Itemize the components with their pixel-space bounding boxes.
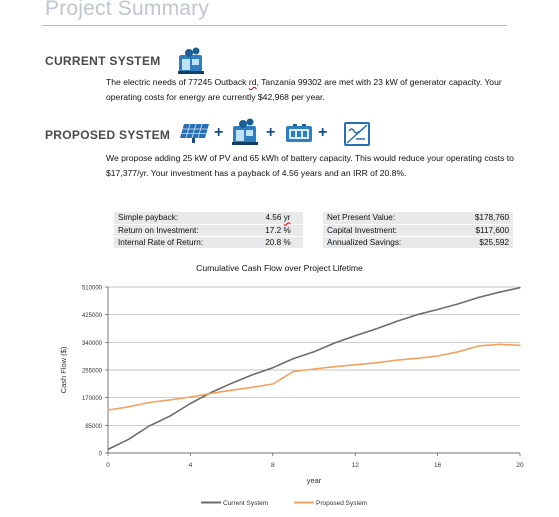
data-point <box>437 308 439 311</box>
data-point <box>148 425 150 427</box>
data-point <box>251 386 253 388</box>
metric-row-irr: Internal Rate of Return: 20.8 % <box>114 236 303 249</box>
metric-label: Annualized Savings: <box>323 236 449 249</box>
data-point <box>231 382 233 384</box>
data-point <box>128 438 130 440</box>
metric-label: Net Present Value: <box>323 212 449 225</box>
current-text-before: The electric needs of 77245 Outback <box>106 77 249 87</box>
data-point <box>313 351 315 353</box>
plus-sign: + <box>214 124 224 141</box>
y-tick-label: 340000 <box>82 341 103 347</box>
data-point <box>395 359 397 361</box>
data-point <box>107 409 109 411</box>
current-system-description: The electric needs of 77245 Outback rd, … <box>106 75 526 105</box>
data-point <box>416 357 418 359</box>
data-point <box>519 287 521 289</box>
data-point <box>375 328 377 330</box>
y-tick-label: 510000 <box>82 286 103 292</box>
metric-value: 17.2 % <box>252 224 303 237</box>
data-point <box>210 392 212 395</box>
legend-label: Proposed System <box>316 500 367 507</box>
data-point <box>231 389 233 391</box>
current-text-after: , Tanzania 99302 are met with 23 kW of g… <box>106 77 502 102</box>
data-point <box>354 364 356 366</box>
metric-value: $117,600 <box>448 224 513 237</box>
data-point <box>437 355 439 357</box>
metric-label: Internal Rate of Return: <box>114 236 253 249</box>
metric-value: $25,592 <box>448 236 513 249</box>
y-tick-label: 0 <box>99 452 103 458</box>
data-point <box>498 343 500 345</box>
metrics-table-right: Net Present Value: $178,760 Capital Inve… <box>323 212 513 249</box>
x-axis-label: year <box>307 476 322 485</box>
y-tick-label: 425000 <box>82 313 103 319</box>
data-point <box>292 358 294 360</box>
y-tick-label: 170000 <box>82 396 103 402</box>
generator-icon <box>178 47 204 74</box>
data-point <box>457 303 459 305</box>
data-point <box>272 383 274 385</box>
y-tick-label: 85000 <box>85 424 102 430</box>
metric-label: Return on Investment: <box>114 224 253 237</box>
data-point <box>416 314 418 316</box>
generator-icon <box>232 118 258 145</box>
y-tick-label: 255000 <box>82 369 103 375</box>
data-point <box>169 415 171 417</box>
metric-row-simple-payback: Simple payback: 4.56 yr <box>114 212 303 225</box>
title-divider <box>42 25 507 26</box>
data-point <box>107 448 109 451</box>
metric-label: Simple payback: <box>114 212 253 225</box>
battery-icon <box>286 124 312 142</box>
data-point <box>334 342 336 344</box>
y-axis-label: Cash Flow ($) <box>59 346 68 393</box>
data-point <box>272 367 274 369</box>
legend-label: Current System <box>223 500 268 507</box>
data-point <box>189 402 191 405</box>
data-point <box>189 396 191 398</box>
metric-row-savings: Annualized Savings: $25,592 <box>323 236 513 249</box>
x-tick-label: 8 <box>271 462 275 469</box>
current-system-heading: CURRENT SYSTEM <box>45 54 161 68</box>
chart-title: Cumulative Cash Flow over Project Lifeti… <box>196 263 363 273</box>
data-point <box>292 371 294 373</box>
plus-sign: + <box>266 124 276 141</box>
x-tick-label: 20 <box>516 462 524 469</box>
metric-row-capital: Capital Investment: $117,600 <box>323 224 513 237</box>
data-point <box>148 401 150 404</box>
metric-row-npv: Net Present Value: $178,760 <box>323 212 513 225</box>
data-point <box>498 291 500 293</box>
x-tick-label: 4 <box>189 462 193 469</box>
data-point <box>519 344 521 346</box>
proposed-system-description: We propose adding 25 kW of PV and 65 kWh… <box>106 153 514 178</box>
solar-panel-icon <box>180 123 209 143</box>
metric-value: $178,760 <box>448 212 513 225</box>
flagged-word: rd <box>248 77 257 87</box>
data-point <box>251 374 253 376</box>
data-point <box>457 351 459 353</box>
metric-value: 4.56 yr <box>252 212 303 225</box>
metric-value: 20.8 % <box>252 236 303 249</box>
metric-unit: yr <box>283 213 291 223</box>
data-point <box>354 335 356 337</box>
metrics-table-left: Simple payback: 4.56 yr Return on Invest… <box>114 212 303 249</box>
data-point <box>478 345 480 347</box>
page-title: Project Summary <box>45 0 210 20</box>
proposed-system-heading: PROPOSED SYSTEM <box>45 128 171 142</box>
x-tick-label: 16 <box>434 462 442 469</box>
data-point <box>169 399 171 401</box>
plus-sign: + <box>318 124 328 141</box>
data-point <box>375 362 377 364</box>
data-point <box>478 296 480 299</box>
data-point <box>313 368 315 370</box>
data-point <box>334 366 336 368</box>
converter-icon <box>344 122 370 146</box>
x-tick-label: 0 <box>106 462 110 469</box>
x-tick-label: 12 <box>352 462 360 469</box>
data-point <box>128 406 130 408</box>
data-point <box>395 320 397 323</box>
metric-label: Capital Investment: <box>323 224 449 237</box>
metric-row-roi: Return on Investment: 17.2 % <box>114 224 303 237</box>
